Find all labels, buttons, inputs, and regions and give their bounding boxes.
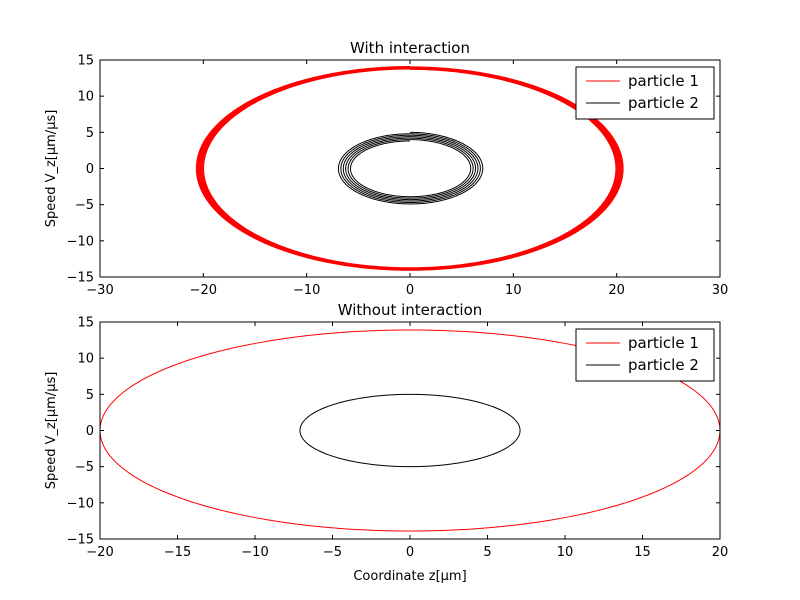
y-tick-label: 5 [86,126,94,141]
y-tick-label: −5 [75,198,94,213]
y-axis-label: Speed V_z[μm/μs] [44,372,59,490]
legend-label: particle 2 [628,94,699,112]
x-axis-label: Coordinate z[μm] [353,569,466,584]
series-2-line [299,393,521,468]
legend-label: particle 1 [628,334,699,352]
x-tick-label: −10 [293,283,320,298]
x-tick-label: 20 [712,545,729,560]
x-tick-label: 15 [634,545,651,560]
y-tick-label: 15 [77,316,94,331]
legend-label: particle 2 [628,356,699,374]
x-tick-label: 0 [406,283,414,298]
chart-title: Without interaction [338,301,483,319]
y-tick-label: 10 [77,352,94,367]
legend-box [575,328,715,382]
y-tick-label: −5 [75,460,94,475]
y-tick-label: 15 [77,54,94,69]
x-tick-label: 20 [608,283,625,298]
y-tick-label: −10 [67,234,94,249]
legend: particle 1 particle 2 [575,66,715,120]
series-2-line [337,131,484,205]
y-tick-label: −15 [67,271,94,286]
chart-title: With interaction [350,39,470,57]
panel-without-interaction: −20 −15 −10 −5 0 5 10 15 20−15−10−5051015Without… [44,301,728,584]
x-tick-label: −10 [241,545,268,560]
y-tick-label: −15 [67,533,94,548]
x-tick-label: −15 [164,545,191,560]
x-tick-label: 5 [483,545,491,560]
x-tick-label: −5 [323,545,342,560]
x-tick-label: 10 [505,283,522,298]
series-1-line [195,66,624,271]
legend-label: particle 1 [628,72,699,90]
x-tick-label: 0 [406,545,414,560]
y-tick-label: 0 [86,162,94,177]
y-axis-label: Speed V_z[μm/μs] [44,110,59,228]
x-tick-label: −20 [190,283,217,298]
legend-box [575,66,715,120]
series-lines [195,66,624,271]
panel-with-interaction: −30 −20 −10 0 10 20 30 −15 −10 −5 0 5 10 15 With inter… [44,39,728,298]
legend: particle 1 particle 2 [575,328,715,382]
y-tick-label: 10 [77,90,94,105]
y-tick-label: 5 [86,388,94,403]
x-tick-label: −30 [86,283,113,298]
x-tick-label: 30 [712,283,729,298]
y-tick-label: 0 [86,424,94,439]
y-tick-label: −10 [67,496,94,511]
x-tick-label: −20 [86,545,113,560]
x-tick-label: 10 [557,545,574,560]
